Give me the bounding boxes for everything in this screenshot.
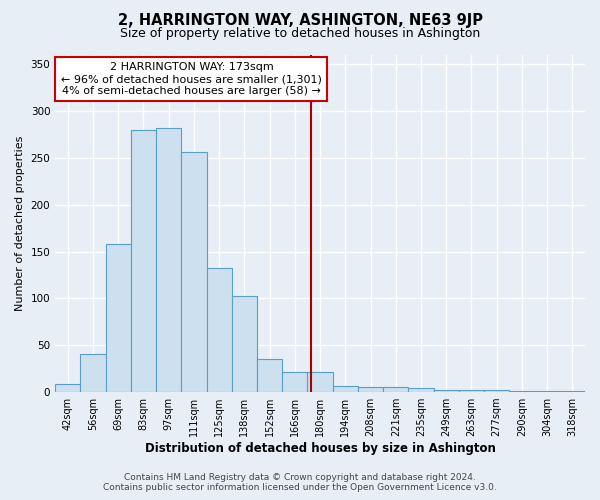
Bar bbox=[434, 390, 459, 392]
Text: Contains HM Land Registry data © Crown copyright and database right 2024.
Contai: Contains HM Land Registry data © Crown c… bbox=[103, 473, 497, 492]
Bar bbox=[106, 244, 131, 392]
Bar bbox=[358, 388, 383, 392]
Bar bbox=[332, 386, 358, 392]
Bar bbox=[131, 130, 156, 392]
Bar bbox=[383, 388, 409, 392]
Bar bbox=[484, 390, 509, 392]
X-axis label: Distribution of detached houses by size in Ashington: Distribution of detached houses by size … bbox=[145, 442, 496, 455]
Text: Size of property relative to detached houses in Ashington: Size of property relative to detached ho… bbox=[120, 28, 480, 40]
Bar bbox=[282, 372, 307, 392]
Bar bbox=[156, 128, 181, 392]
Bar bbox=[55, 384, 80, 392]
Bar bbox=[560, 391, 585, 392]
Bar bbox=[232, 296, 257, 392]
Bar bbox=[206, 268, 232, 392]
Bar bbox=[257, 360, 282, 392]
Bar bbox=[181, 152, 206, 392]
Text: 2 HARRINGTON WAY: 173sqm
← 96% of detached houses are smaller (1,301)
4% of semi: 2 HARRINGTON WAY: 173sqm ← 96% of detach… bbox=[61, 62, 322, 96]
Bar bbox=[80, 354, 106, 392]
Bar bbox=[409, 388, 434, 392]
Text: 2, HARRINGTON WAY, ASHINGTON, NE63 9JP: 2, HARRINGTON WAY, ASHINGTON, NE63 9JP bbox=[118, 12, 482, 28]
Bar bbox=[509, 391, 535, 392]
Y-axis label: Number of detached properties: Number of detached properties bbox=[15, 136, 25, 311]
Bar bbox=[307, 372, 332, 392]
Bar bbox=[535, 391, 560, 392]
Bar bbox=[459, 390, 484, 392]
